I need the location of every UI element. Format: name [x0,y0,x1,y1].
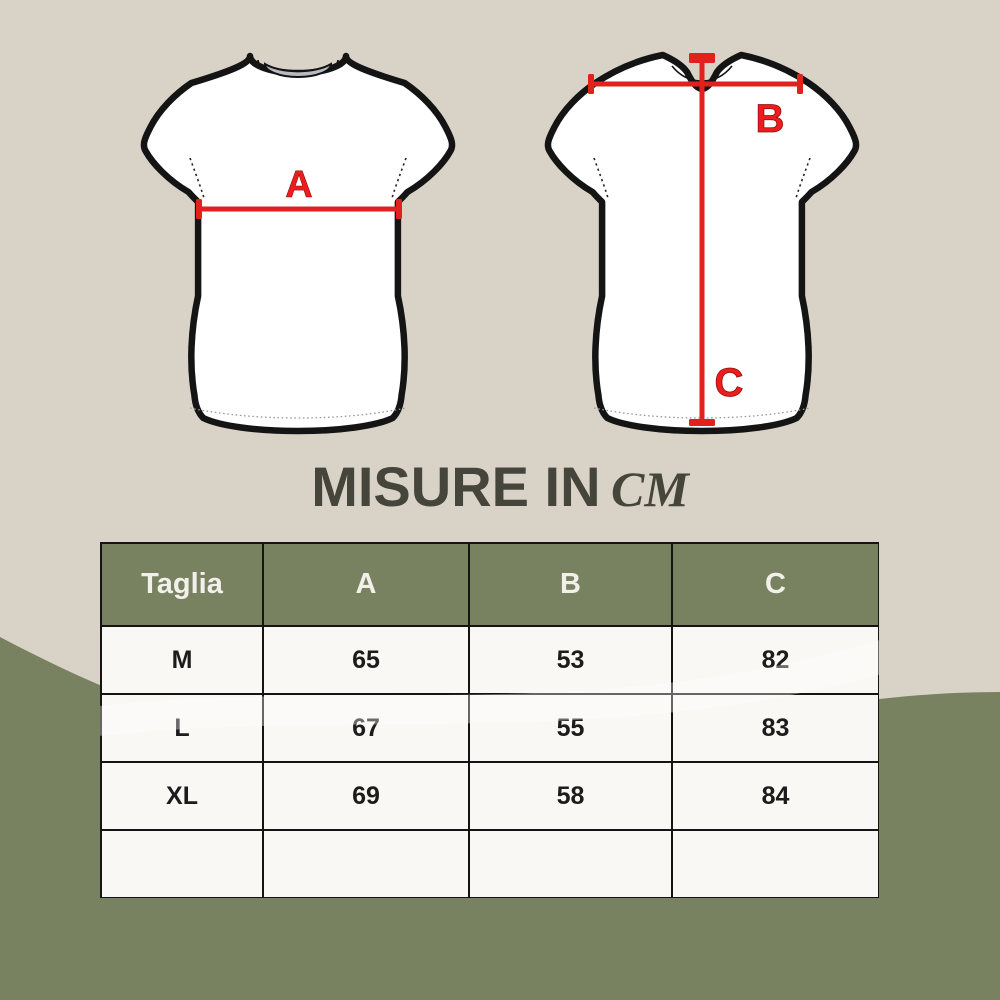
svg-text:C: C [715,361,744,405]
svg-text:B: B [756,97,785,141]
svg-text:A: A [285,164,312,206]
